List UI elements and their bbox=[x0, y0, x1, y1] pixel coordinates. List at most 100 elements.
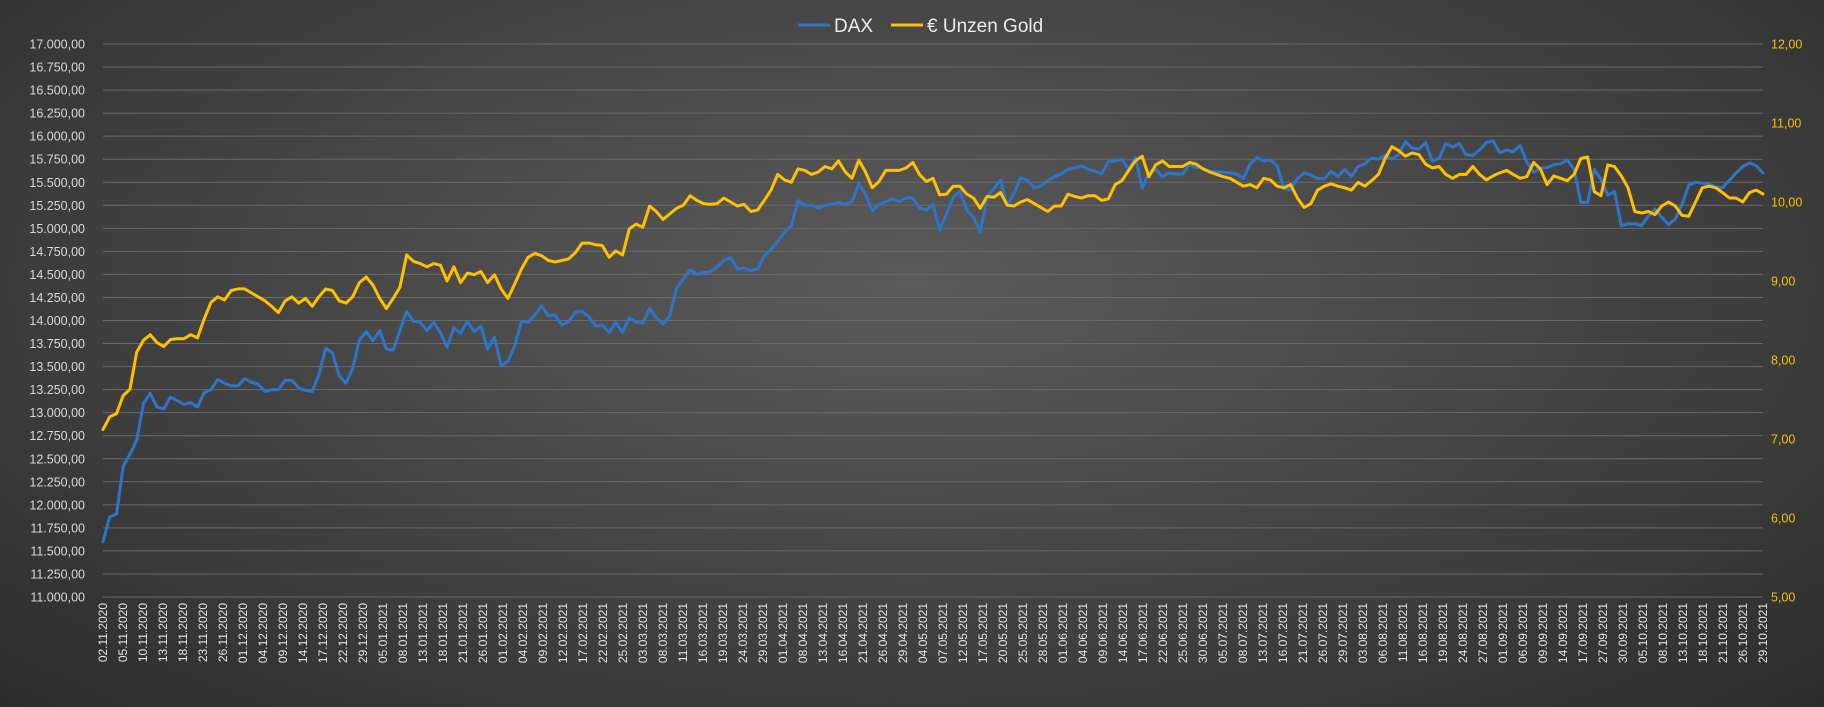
x-tick-label: 16.07.2021 bbox=[1276, 603, 1290, 663]
x-tick-label: 16.04.2021 bbox=[836, 603, 850, 663]
x-tick-label: 09.02.2021 bbox=[536, 603, 550, 663]
x-tick-label: 04.12.2020 bbox=[256, 603, 270, 663]
y-left-tick-label: 13.250,00 bbox=[29, 383, 85, 397]
y-left-tick-label: 13.750,00 bbox=[29, 337, 85, 351]
x-tick-label: 05.11.2020 bbox=[116, 603, 130, 662]
x-tick-label: 29.10.2021 bbox=[1756, 603, 1770, 663]
y-left-tick-label: 16.000,00 bbox=[29, 130, 85, 144]
x-tick-label: 05.01.2021 bbox=[376, 603, 390, 663]
x-tick-label: 18.01.2021 bbox=[436, 603, 450, 663]
x-tick-label: 29.07.2021 bbox=[1336, 603, 1350, 663]
x-tick-label: 19.03.2021 bbox=[716, 603, 730, 663]
x-tick-label: 03.08.2021 bbox=[1356, 603, 1370, 663]
y-right-tick-label: 5,00 bbox=[1771, 591, 1795, 605]
x-tick-label: 21.01.2021 bbox=[456, 603, 470, 663]
x-tick-label: 01.09.2021 bbox=[1496, 603, 1510, 663]
x-tick-label: 29.12.2020 bbox=[356, 603, 370, 663]
x-tick-label: 08.07.2021 bbox=[1236, 603, 1250, 663]
x-tick-label: 06.08.2021 bbox=[1376, 603, 1390, 663]
y-left-tick-label: 12.500,00 bbox=[29, 452, 85, 466]
x-tick-label: 14.06.2021 bbox=[1116, 603, 1130, 663]
y-left-tick-label: 17.000,00 bbox=[29, 38, 85, 52]
x-tick-label: 01.02.2021 bbox=[496, 603, 510, 663]
y-right-tick-label: 11,00 bbox=[1771, 117, 1801, 131]
y-right-tick-label: 10,00 bbox=[1771, 196, 1802, 210]
x-tick-label: 25.02.2021 bbox=[616, 603, 630, 663]
x-tick-label: 27.09.2021 bbox=[1596, 603, 1610, 663]
x-tick-label: 04.02.2021 bbox=[516, 603, 530, 663]
x-tick-label: 10.11.2020 bbox=[136, 603, 150, 662]
x-tick-label: 25.05.2021 bbox=[1016, 603, 1030, 663]
y-right-tick-label: 12,00 bbox=[1771, 38, 1802, 52]
y-left-tick-label: 11.500,00 bbox=[30, 544, 85, 558]
x-tick-label: 04.06.2021 bbox=[1076, 603, 1090, 663]
x-tick-label: 29.04.2021 bbox=[896, 603, 910, 663]
x-tick-label: 22.06.2021 bbox=[1156, 603, 1170, 663]
y-left-tick-label: 16.750,00 bbox=[29, 61, 85, 75]
x-tick-label: 13.10.2021 bbox=[1676, 603, 1690, 663]
x-tick-label: 16.08.2021 bbox=[1416, 603, 1430, 663]
y-axis-left: 11.000,00 11.250,00 11.500,00 11.750,00 12.0… bbox=[29, 38, 85, 605]
y-left-tick-label: 15.000,00 bbox=[29, 222, 85, 236]
x-tick-label: 26.07.2021 bbox=[1316, 603, 1330, 663]
x-tick-label: 21.04.2021 bbox=[856, 603, 870, 663]
x-tick-label: 09.12.2020 bbox=[276, 603, 290, 663]
x-tick-label: 05.10.2021 bbox=[1636, 603, 1650, 663]
series-layer bbox=[101, 139, 1765, 544]
x-tick-label: 16.03.2021 bbox=[696, 603, 710, 663]
x-tick-label: 17.06.2021 bbox=[1136, 603, 1150, 663]
x-tick-label: 17.02.2021 bbox=[576, 603, 590, 663]
y-left-tick-label: 16.500,00 bbox=[29, 84, 85, 98]
y-left-tick-label: 12.750,00 bbox=[29, 429, 85, 443]
x-tick-label: 26.10.2021 bbox=[1736, 603, 1750, 663]
x-tick-label: 17.05.2021 bbox=[976, 603, 990, 663]
x-tick-label: 27.08.2021 bbox=[1476, 603, 1490, 663]
x-tick-label: 05.07.2021 bbox=[1216, 603, 1230, 663]
x-tick-label: 23.11.2020 bbox=[196, 603, 210, 662]
x-tick-label: 06.09.2021 bbox=[1516, 603, 1530, 663]
x-tick-label: 01.06.2021 bbox=[1056, 603, 1070, 663]
x-tick-label: 19.08.2021 bbox=[1436, 603, 1450, 663]
legend-dax-label: DAX bbox=[834, 16, 873, 37]
x-tick-label: 02.11.2020 bbox=[96, 603, 110, 662]
y-left-tick-label: 15.250,00 bbox=[29, 199, 85, 213]
x-tick-label: 07.05.2021 bbox=[936, 603, 950, 663]
y-left-tick-label: 15.750,00 bbox=[29, 153, 85, 167]
y-left-tick-label: 13.000,00 bbox=[29, 406, 85, 420]
y-left-tick-label: 12.000,00 bbox=[29, 498, 85, 512]
x-tick-label: 13.07.2021 bbox=[1256, 603, 1270, 663]
x-tick-label: 14.12.2020 bbox=[296, 603, 310, 663]
x-tick-label: 20.05.2021 bbox=[996, 603, 1010, 663]
x-tick-label: 24.08.2021 bbox=[1456, 603, 1470, 663]
x-axis: 02.11.2020 05.11.2020 10.11.2020 13.11.2020… bbox=[96, 603, 1770, 663]
x-tick-label: 01.12.2020 bbox=[236, 603, 250, 663]
y-left-tick-label: 14.000,00 bbox=[29, 314, 85, 328]
x-tick-label: 14.09.2021 bbox=[1556, 603, 1570, 663]
y-right-tick-label: 7,00 bbox=[1771, 433, 1795, 447]
x-tick-label: 04.05.2021 bbox=[916, 603, 930, 663]
x-tick-label: 21.10.2021 bbox=[1716, 603, 1730, 663]
x-tick-label: 26.11.2020 bbox=[216, 603, 230, 662]
y-left-tick-label: 11.000,00 bbox=[30, 591, 85, 605]
x-tick-label: 29.03.2021 bbox=[756, 603, 770, 663]
x-tick-label: 08.01.2021 bbox=[396, 603, 410, 663]
x-tick-label: 13.01.2021 bbox=[416, 603, 430, 663]
x-tick-label: 26.04.2021 bbox=[876, 603, 890, 663]
y-left-tick-label: 12.250,00 bbox=[29, 475, 85, 489]
x-tick-label: 17.09.2021 bbox=[1576, 603, 1590, 663]
y-left-tick-label: 13.500,00 bbox=[29, 360, 85, 374]
gridlines bbox=[103, 43, 1763, 598]
y-left-tick-label: 14.500,00 bbox=[29, 268, 85, 282]
x-tick-label: 09.06.2021 bbox=[1096, 603, 1110, 663]
x-tick-label: 08.10.2021 bbox=[1656, 603, 1670, 663]
y-right-tick-label: 6,00 bbox=[1771, 512, 1795, 526]
y-left-tick-label: 14.750,00 bbox=[29, 245, 85, 259]
x-tick-label: 01.04.2021 bbox=[776, 603, 790, 663]
y-axis-right: 5,00 6,00 7,00 8,00 9,00 10,00 11,00 12,00 bbox=[1771, 38, 1802, 605]
x-tick-label: 13.11.2020 bbox=[156, 603, 170, 662]
x-tick-label: 03.03.2021 bbox=[636, 603, 650, 663]
y-left-tick-label: 16.250,00 bbox=[29, 107, 85, 121]
x-tick-label: 11.08.2021 bbox=[1396, 603, 1410, 662]
legend: DAX € Unzen Gold bbox=[798, 16, 1043, 37]
